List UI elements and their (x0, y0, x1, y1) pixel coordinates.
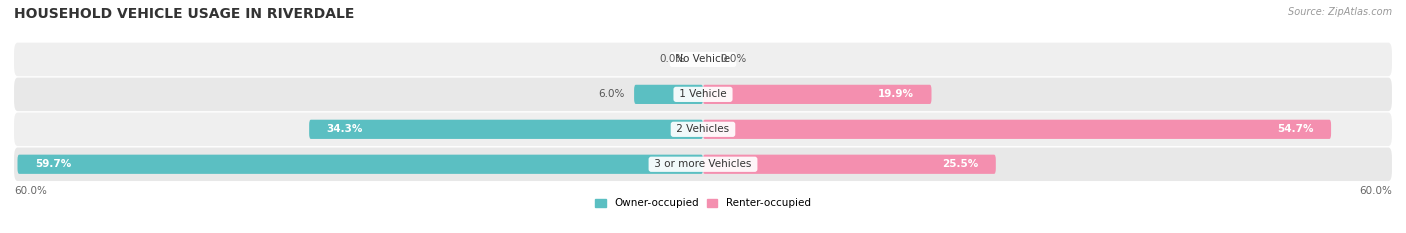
FancyBboxPatch shape (14, 147, 1392, 181)
Text: 34.3%: 34.3% (326, 124, 363, 134)
FancyBboxPatch shape (17, 155, 703, 174)
Text: No Vehicle: No Vehicle (672, 55, 734, 64)
FancyBboxPatch shape (14, 113, 1392, 146)
Text: 3 or more Vehicles: 3 or more Vehicles (651, 159, 755, 169)
FancyBboxPatch shape (703, 120, 1331, 139)
Text: HOUSEHOLD VEHICLE USAGE IN RIVERDALE: HOUSEHOLD VEHICLE USAGE IN RIVERDALE (14, 7, 354, 21)
Text: 0.0%: 0.0% (659, 55, 686, 64)
Text: 6.0%: 6.0% (599, 89, 624, 99)
FancyBboxPatch shape (703, 155, 995, 174)
Text: 0.0%: 0.0% (720, 55, 747, 64)
FancyBboxPatch shape (14, 78, 1392, 111)
FancyBboxPatch shape (309, 120, 703, 139)
Legend: Owner-occupied, Renter-occupied: Owner-occupied, Renter-occupied (591, 194, 815, 212)
Text: Source: ZipAtlas.com: Source: ZipAtlas.com (1288, 7, 1392, 17)
FancyBboxPatch shape (703, 85, 932, 104)
FancyBboxPatch shape (14, 43, 1392, 76)
Text: 1 Vehicle: 1 Vehicle (676, 89, 730, 99)
Text: 2 Vehicles: 2 Vehicles (673, 124, 733, 134)
Text: 25.5%: 25.5% (942, 159, 979, 169)
Text: 60.0%: 60.0% (1360, 186, 1392, 196)
FancyBboxPatch shape (634, 85, 703, 104)
Text: 54.7%: 54.7% (1278, 124, 1313, 134)
Text: 19.9%: 19.9% (879, 89, 914, 99)
Text: 60.0%: 60.0% (14, 186, 46, 196)
Text: 59.7%: 59.7% (35, 159, 70, 169)
